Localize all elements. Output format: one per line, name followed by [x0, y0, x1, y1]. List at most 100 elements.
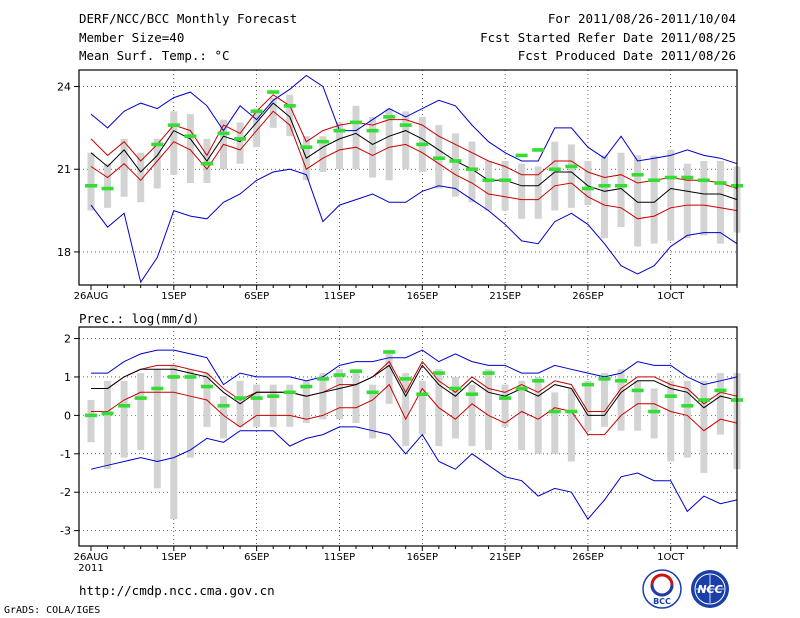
observed-mark [697, 178, 710, 183]
observed-mark [598, 377, 611, 381]
observed-mark [234, 396, 247, 400]
spread-box [253, 384, 261, 427]
spread-box [302, 380, 310, 424]
observed-mark [366, 128, 379, 133]
observed-mark [482, 371, 495, 375]
observed-mark [499, 396, 512, 400]
observed-mark [615, 183, 628, 188]
x-tick-label: 26AUG [74, 291, 109, 300]
x-tick-label: 11SEP [324, 291, 355, 300]
observed-mark [631, 172, 644, 177]
spread-box [402, 111, 410, 170]
observed-mark [581, 382, 594, 387]
spread-box [269, 384, 277, 427]
spread-box [104, 380, 112, 470]
observed-mark [648, 178, 661, 183]
chart-title: DERF/NCC/BCC Monthly Forecast [79, 11, 298, 26]
y-tick-label: 0 [64, 409, 71, 422]
precipitation-chart: -3 -2 -1 0 1 2 26AUG 1SEP 6SEP 11SEP 16SEP 21SEP 26S… [60, 326, 743, 574]
x-tick-label: 21SEP [489, 552, 520, 563]
y-tick-label: 2 [64, 333, 71, 346]
observed-mark [515, 153, 528, 158]
observed-mark [167, 123, 180, 127]
spread-box [716, 373, 724, 435]
observed-mark [350, 120, 363, 125]
x-tick-label: 16SEP [407, 291, 438, 300]
spread-box [170, 111, 178, 175]
observed-mark [664, 175, 677, 180]
observed-mark [283, 104, 296, 108]
observed-mark [548, 167, 561, 172]
spread-box [87, 400, 95, 443]
spread-box [269, 97, 277, 128]
observed-mark [565, 164, 578, 169]
observed-mark [465, 392, 478, 397]
spread-box [551, 141, 559, 211]
observed-mark [250, 396, 263, 400]
variable-label: Mean Surf. Temp.: °C [79, 48, 230, 63]
observed-mark [648, 409, 661, 414]
spread-box [683, 380, 691, 458]
spread-box [120, 380, 128, 458]
observed-mark [532, 378, 545, 383]
x-tick-label: 26AUG [74, 552, 109, 563]
observed-mark [200, 384, 213, 389]
spread-box [153, 369, 161, 489]
series-line-max [91, 349, 738, 386]
spread-box [104, 163, 112, 208]
observed-mark [267, 394, 280, 398]
series-line-lower [91, 383, 738, 436]
spread-box [352, 369, 360, 424]
y-tick-label: 21 [57, 163, 71, 176]
observed-mark [714, 388, 727, 393]
forecast-period-label: For 2011/08/26-2011/10/04 [547, 11, 736, 26]
observed-mark [681, 403, 694, 408]
observed-mark [697, 398, 710, 402]
spread-box [485, 160, 493, 211]
y-tick-label: 24 [57, 81, 71, 94]
logos: BCC NCC [642, 569, 729, 609]
observed-mark [465, 167, 478, 172]
observed-mark [681, 175, 694, 180]
y-tick-label: -1 [60, 448, 71, 461]
observed-mark [399, 123, 412, 127]
observed-mark [631, 388, 644, 393]
x-year-label: 2011 [78, 563, 103, 574]
x-tick-label: 1OCT [657, 552, 685, 563]
observed-mark [499, 178, 512, 183]
spread-box [584, 160, 592, 206]
spread-box [451, 376, 459, 439]
x-tick-label: 26SEP [572, 552, 603, 563]
y-tick-label: 1 [64, 371, 71, 384]
spread-box [501, 160, 509, 211]
observed-mark [118, 403, 131, 408]
observed-mark [316, 377, 329, 381]
x-tick-label: 1SEP [161, 291, 186, 300]
observed-mark [383, 350, 396, 354]
spread-box [534, 376, 542, 454]
spread-box [716, 160, 724, 244]
series-line-min [90, 426, 738, 520]
spread-box [534, 166, 542, 219]
spread-box [600, 373, 608, 427]
spread-box [286, 384, 294, 427]
observed-mark [449, 159, 462, 163]
series-line-mean [90, 102, 738, 203]
observed-mark [350, 369, 363, 373]
spread-box [700, 380, 708, 473]
observed-mark [383, 115, 396, 119]
series-line-lower [90, 110, 738, 220]
observed-mark [399, 377, 412, 381]
source-url[interactable]: http://cmdp.ncc.cma.gov.cn [79, 583, 275, 598]
spread-box [617, 369, 625, 431]
x-tick-label: 16SEP [407, 552, 438, 563]
observed-mark [283, 390, 296, 395]
series-line-mean [91, 364, 738, 416]
spread-box [385, 353, 393, 404]
observed-mark [217, 403, 230, 408]
spread-box [518, 380, 526, 450]
spread-box [286, 94, 294, 137]
observed-mark [581, 186, 594, 191]
x-tick-label: 6SEP [244, 552, 269, 563]
y-tick-label: -2 [60, 486, 71, 499]
